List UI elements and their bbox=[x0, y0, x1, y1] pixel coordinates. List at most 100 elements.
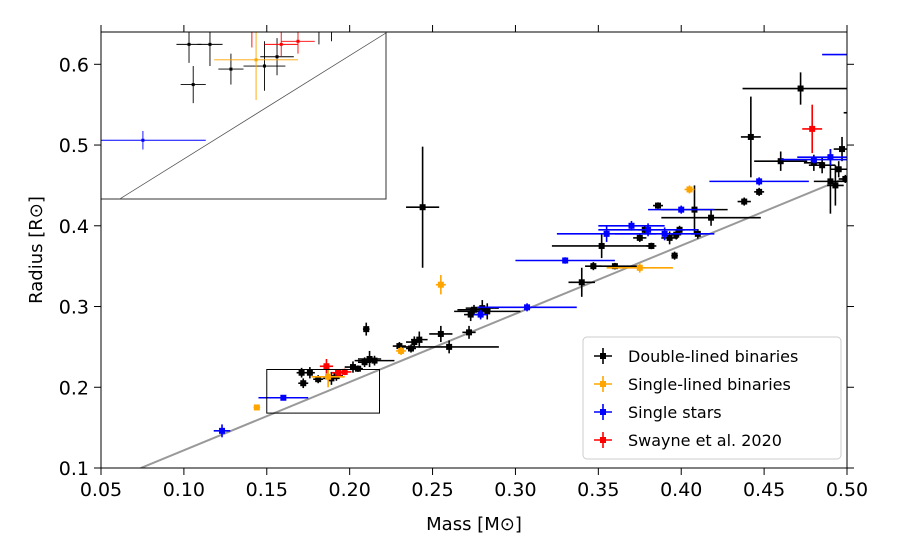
data-point bbox=[454, 303, 521, 320]
x-tick-label: 0.45 bbox=[743, 479, 785, 501]
plot-frame bbox=[100, 31, 848, 469]
x-tick-label: 0.35 bbox=[577, 479, 619, 501]
inset-frame bbox=[100, 31, 387, 200]
data-point bbox=[435, 275, 446, 295]
data-point bbox=[633, 233, 647, 242]
data-point bbox=[754, 151, 808, 171]
data-point bbox=[671, 229, 682, 240]
data-point bbox=[406, 146, 440, 268]
x-tick-label: 0.20 bbox=[329, 479, 371, 501]
inset-data-point bbox=[332, 0, 366, 23]
legend-label: Single-lined binaries bbox=[628, 375, 791, 394]
x-tick-label: 0.10 bbox=[163, 479, 205, 501]
data-point bbox=[737, 197, 751, 206]
data-point bbox=[474, 309, 488, 320]
data-point bbox=[598, 220, 665, 231]
legend-label: Single stars bbox=[628, 403, 722, 422]
x-tick-label: 0.05 bbox=[80, 479, 122, 501]
data-point bbox=[606, 262, 673, 273]
data-point bbox=[830, 161, 847, 178]
data-point bbox=[646, 242, 657, 250]
data-point bbox=[661, 209, 761, 226]
data-point bbox=[477, 303, 577, 312]
legend-entry: Single stars bbox=[594, 403, 722, 422]
data-point bbox=[298, 378, 309, 389]
inset-zoom-panel bbox=[67, 0, 387, 200]
data-point bbox=[551, 233, 652, 259]
inset-series-group bbox=[67, 0, 366, 187]
data-point bbox=[838, 174, 847, 183]
inset-data-point bbox=[251, 32, 253, 48]
data-point bbox=[411, 331, 428, 348]
axis-ticks: 0.05 0.10 0.15 0.20 0.25 0.30 0.35 0.40 0.45 0.50… bbox=[59, 25, 868, 501]
inset-data-point bbox=[218, 53, 244, 85]
legend-entry: Swayne et al. 2020 bbox=[594, 431, 782, 450]
data-point bbox=[614, 227, 715, 241]
data-point bbox=[802, 104, 823, 154]
legend-label: Double-lined binaries bbox=[628, 347, 798, 366]
legend-entry: Double-lined binaries bbox=[594, 347, 798, 366]
data-point bbox=[462, 325, 476, 339]
data-point bbox=[648, 205, 715, 214]
data-point bbox=[319, 359, 334, 374]
inset-data-point bbox=[264, 32, 298, 57]
data-point bbox=[406, 344, 416, 353]
inset-data-point bbox=[318, 32, 320, 45]
data-point bbox=[357, 350, 382, 368]
inset-data-point bbox=[331, 32, 332, 42]
data-point bbox=[213, 424, 231, 438]
x-tick-label: 0.15 bbox=[246, 479, 288, 501]
x-tick-label: 0.40 bbox=[660, 479, 702, 501]
data-point bbox=[742, 72, 847, 105]
legend-entry: Single-lined binaries bbox=[594, 375, 791, 394]
data-point bbox=[653, 202, 663, 209]
data-point bbox=[362, 322, 370, 336]
data-point bbox=[671, 251, 678, 260]
y-tick-label: 0.2 bbox=[59, 377, 89, 399]
data-point bbox=[258, 394, 309, 401]
y-tick-label: 0.5 bbox=[59, 135, 89, 157]
y-tick-label: 0.4 bbox=[59, 216, 89, 238]
zoom-region-box bbox=[266, 368, 381, 414]
inset-data-point bbox=[67, 168, 84, 187]
x-tick-label: 0.50 bbox=[826, 479, 868, 501]
data-point bbox=[304, 367, 315, 379]
inset-data-point bbox=[214, 32, 298, 101]
mass-radius-relation-line bbox=[140, 176, 847, 468]
x-tick-label: 0.25 bbox=[411, 479, 453, 501]
data-point bbox=[797, 149, 847, 166]
y-tick-label: 0.3 bbox=[59, 297, 89, 319]
legend-label: Swayne et al. 2020 bbox=[628, 431, 782, 450]
data-point bbox=[515, 257, 615, 264]
inset-data-point bbox=[180, 66, 206, 104]
inset-plot-area bbox=[67, 0, 386, 199]
y-tick-label: 0.6 bbox=[59, 54, 89, 76]
data-point bbox=[754, 187, 765, 196]
x-axis-label: Mass [M⊙] bbox=[426, 514, 522, 535]
series-single-stars bbox=[213, 149, 847, 438]
legend-box bbox=[582, 336, 842, 460]
inset-data-point bbox=[197, 32, 223, 67]
series-swayne-et-al-2020 bbox=[319, 104, 823, 376]
inset-data-point bbox=[281, 32, 315, 54]
legend: Double-lined binaries Single-lined binari… bbox=[582, 336, 842, 460]
data-point bbox=[253, 404, 261, 411]
inset-data-point bbox=[243, 41, 286, 91]
data-point bbox=[429, 325, 453, 343]
series-double-lined-binaries bbox=[296, 72, 847, 389]
data-point bbox=[684, 185, 695, 194]
data-point bbox=[827, 165, 844, 206]
data-point bbox=[352, 365, 363, 372]
data-point bbox=[354, 355, 395, 366]
data-point bbox=[399, 340, 499, 354]
main-plot-area bbox=[140, 53, 847, 468]
inset-relation-line bbox=[118, 32, 386, 199]
data-point bbox=[740, 96, 761, 178]
data-series-group bbox=[213, 53, 847, 438]
data-point bbox=[709, 177, 809, 186]
x-tick-label: 0.30 bbox=[494, 479, 536, 501]
data-point bbox=[396, 346, 407, 355]
y-axis-label: Radius [R⊙] bbox=[26, 196, 47, 304]
data-point bbox=[568, 267, 596, 297]
